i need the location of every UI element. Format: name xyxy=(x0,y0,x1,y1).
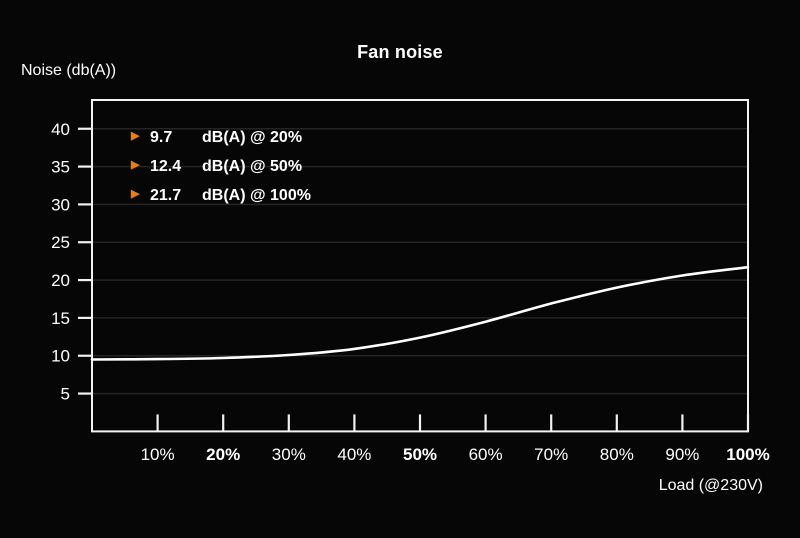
triangle-marker-icon: ▶ xyxy=(131,130,140,142)
x-tick-label: 40% xyxy=(337,445,371,464)
x-tick-label: 30% xyxy=(272,445,306,464)
legend-label: dB(A) @ 50% xyxy=(202,157,303,175)
legend-label: dB(A) @ 20% xyxy=(202,128,303,146)
triangle-marker-icon: ▶ xyxy=(131,159,140,171)
y-axis-title: Noise (db(A)) xyxy=(21,62,117,79)
legend-value: 9.7 xyxy=(150,128,173,146)
legend-row: ▶ 12.4 dB(A) @ 50% xyxy=(131,152,311,181)
y-tick-label: 35 xyxy=(51,158,70,177)
y-tick-label: 40 xyxy=(51,120,70,139)
legend-label: dB(A) @ 100% xyxy=(202,186,311,204)
legend-value: 12.4 xyxy=(150,157,182,175)
x-tick-label: 70% xyxy=(534,445,568,464)
y-tick-label: 20 xyxy=(51,271,70,290)
legend: ▶ 9.7 dB(A) @ 20% ▶ 12.4 dB(A) @ 50% ▶ 2… xyxy=(131,123,311,210)
legend-row: ▶ 9.7 dB(A) @ 20% xyxy=(131,123,311,152)
y-tick-label: 15 xyxy=(51,309,70,328)
chart-title: Fan noise xyxy=(357,42,443,62)
y-tick-label: 30 xyxy=(51,195,70,214)
x-tick-label: 90% xyxy=(665,445,699,464)
noise-curve xyxy=(90,265,750,361)
y-tick-label: 25 xyxy=(51,233,70,252)
x-tick-label: 100% xyxy=(726,445,769,464)
x-tick-label: 10% xyxy=(141,445,175,464)
x-axis-title: Load (@230V) xyxy=(658,477,763,494)
triangle-marker-icon: ▶ xyxy=(131,188,140,200)
legend-value: 21.7 xyxy=(150,186,182,204)
x-tick-label: 20% xyxy=(206,445,240,464)
x-tick-label: 60% xyxy=(469,445,503,464)
y-tick-label: 5 xyxy=(61,385,70,404)
x-tick-label: 50% xyxy=(403,445,437,464)
x-tick-label: 80% xyxy=(600,445,634,464)
y-tick-label: 10 xyxy=(51,347,70,366)
legend-row: ▶ 21.7 dB(A) @ 100% xyxy=(131,181,311,210)
